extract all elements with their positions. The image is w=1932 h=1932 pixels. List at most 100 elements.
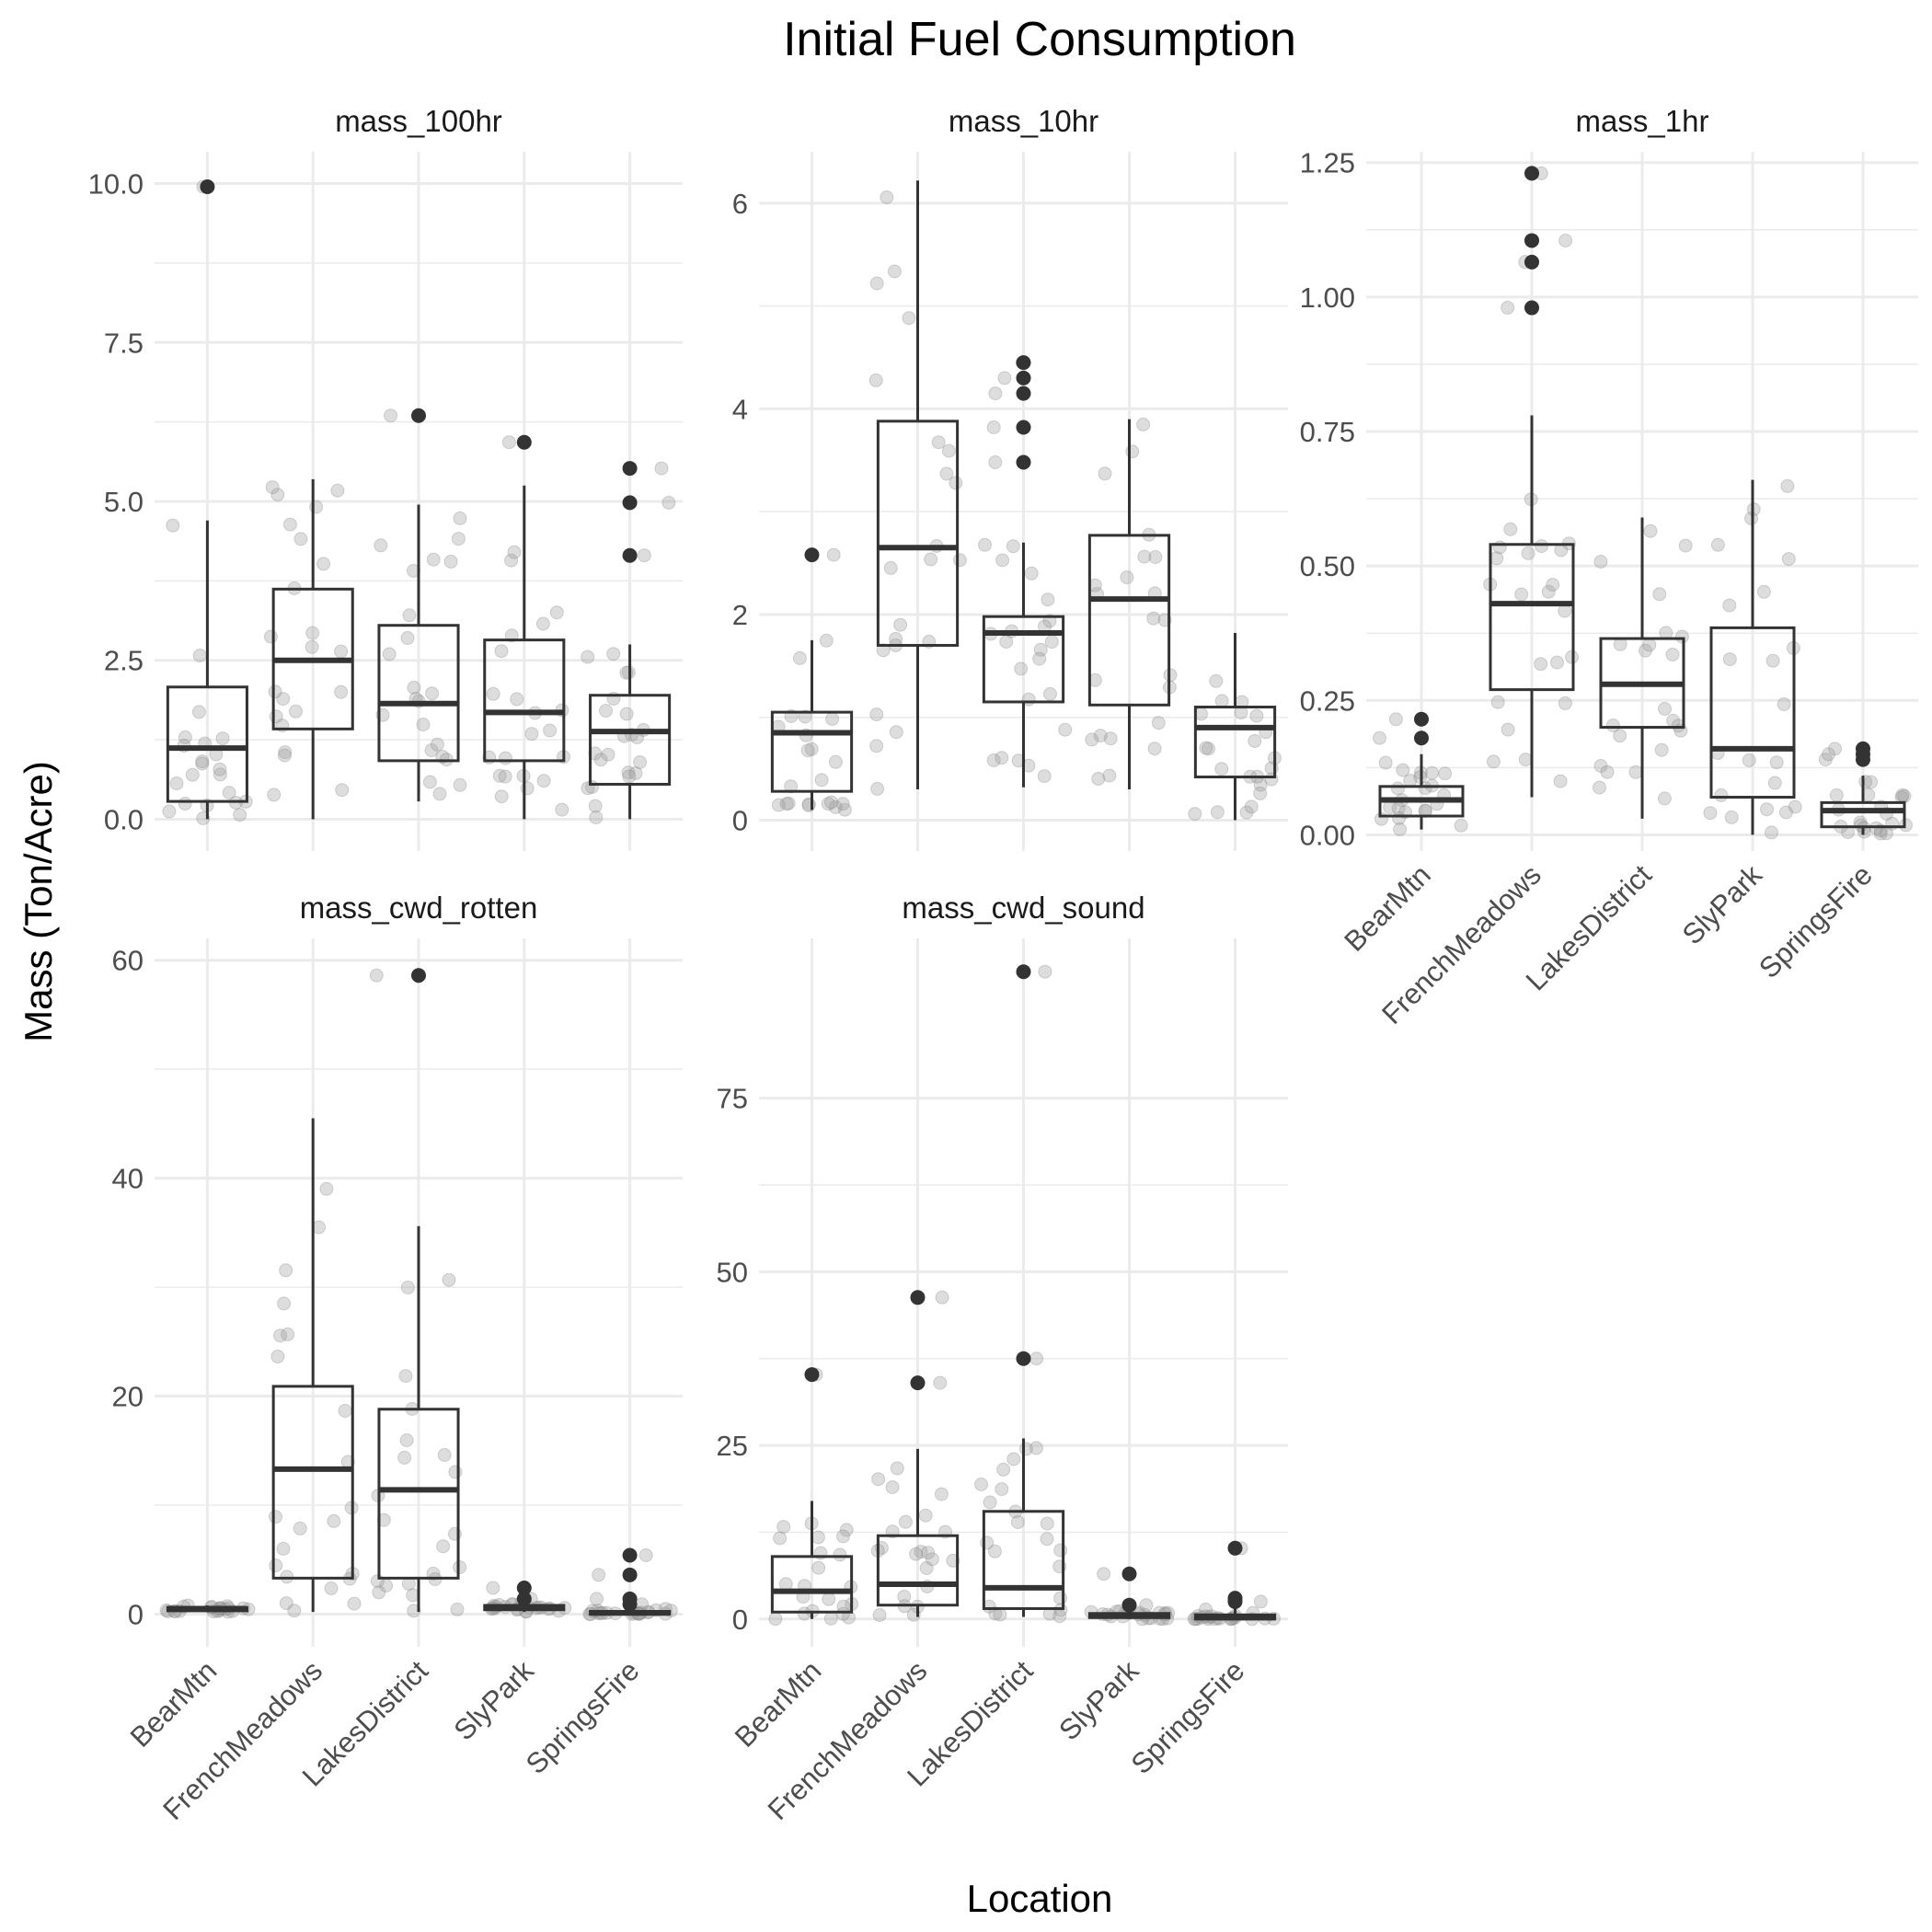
x-tick-label: SpringsFire [520, 1654, 646, 1780]
box-iqr [1087, 534, 1171, 707]
jitter-point [1779, 805, 1793, 820]
jitter-point [1029, 1351, 1044, 1366]
outlier-point [1524, 300, 1539, 316]
jitter-point [1044, 635, 1059, 650]
outlier-point [1121, 1566, 1137, 1581]
jitter-point [555, 802, 569, 817]
outlier-point [1016, 420, 1031, 435]
jitter-point [1006, 539, 1020, 554]
jitter-point [621, 765, 636, 780]
jitter-point [622, 769, 637, 784]
jitter-point [1393, 822, 1408, 836]
jitter-point [941, 443, 956, 458]
box-SpringsFire [581, 461, 676, 824]
box-iqr [982, 615, 1065, 704]
jitter-point [933, 1375, 948, 1390]
jitter-point [407, 1604, 421, 1618]
jitter-point [293, 532, 308, 546]
jitter-point [1760, 802, 1774, 817]
jitter-point [776, 1520, 791, 1535]
outlier-point [910, 1290, 926, 1305]
jitter-point [1041, 592, 1055, 607]
jitter-point [779, 797, 794, 811]
box-iqr [377, 1408, 460, 1580]
jitter-point [824, 795, 838, 810]
outlier-point [1524, 166, 1539, 181]
box-SpringsFire [1188, 633, 1282, 822]
jitter-point [1546, 578, 1560, 592]
jitter-point [1678, 538, 1693, 553]
jitter-point [402, 608, 417, 623]
jitter-point [1710, 537, 1725, 552]
jitter-point [1724, 810, 1739, 824]
jitter-point [983, 1495, 997, 1510]
jitter-point [536, 774, 551, 788]
jitter-point [1102, 768, 1117, 783]
y-axis-label: Mass (Ton/Acre) [17, 761, 60, 1042]
jitter-point [1639, 643, 1652, 658]
jitter-point [334, 684, 349, 699]
jitter-point [1613, 729, 1627, 743]
outlier-point [1016, 370, 1031, 385]
outlier-point [1227, 1591, 1243, 1606]
jitter-point [1032, 651, 1047, 666]
jitter-point [1438, 766, 1453, 781]
jitter-point [825, 712, 840, 726]
box-LakesDistrict [369, 968, 467, 1618]
y-tick-label: 6 [732, 188, 748, 220]
jitter-point [1643, 523, 1658, 538]
jitter-point [1244, 799, 1259, 814]
jitter-points [263, 480, 350, 802]
jitter-point [995, 553, 1010, 568]
outlier-point [1414, 730, 1429, 746]
jitter-point [437, 1448, 452, 1462]
jitter-point [988, 386, 1003, 401]
jitter-point [293, 1521, 307, 1535]
jitter-point [638, 1548, 653, 1562]
jitter-point [814, 773, 829, 788]
jitter-point [1657, 791, 1672, 806]
jitter-point [887, 264, 902, 279]
outlier-point [622, 1567, 638, 1582]
jitter-point [279, 1263, 293, 1278]
jitter-point [450, 1602, 465, 1616]
outlier-point [622, 547, 638, 563]
jitter-point [1253, 786, 1268, 800]
y-tick-label: 0.50 [1300, 550, 1355, 582]
jitter-point [1058, 722, 1073, 737]
jitter-point [1454, 818, 1468, 833]
jitter-point [430, 737, 444, 752]
jitter-point [1029, 1441, 1043, 1455]
y-tick-label: 75 [717, 1083, 748, 1115]
jitter-point [836, 1529, 850, 1544]
jitter-point [771, 798, 786, 812]
jitter-point [1714, 788, 1729, 802]
jitter-point [1038, 964, 1052, 979]
jitter-point [1558, 604, 1572, 618]
box-iqr [589, 694, 672, 786]
jitter-point [1037, 769, 1052, 784]
panel-strip-label: mass_1hr [1576, 104, 1709, 138]
jitter-point [422, 775, 437, 789]
jitter-point [213, 762, 227, 776]
outlier-point [804, 547, 820, 563]
jitter-point [195, 756, 210, 771]
jitter-points [1703, 478, 1802, 840]
jitter-point [192, 649, 207, 662]
box-FrenchMeadows [1483, 166, 1580, 798]
jitter-point [1777, 697, 1791, 711]
jitter-point [581, 650, 595, 664]
jitter-point [524, 727, 539, 742]
jitter-point [273, 1328, 288, 1343]
jitter-points [269, 1181, 362, 1618]
panel-strip-label: mass_cwd_rotten [300, 891, 538, 925]
jitter-point [1703, 806, 1718, 821]
jitter-point [1239, 805, 1254, 820]
outlier-point [516, 1581, 532, 1596]
jitter-point [902, 311, 916, 326]
jitter-point [995, 1482, 1009, 1497]
jitter-points [1188, 673, 1282, 822]
jitter-point [1765, 653, 1780, 668]
jitter-point [267, 788, 282, 802]
box-iqr [876, 420, 960, 647]
